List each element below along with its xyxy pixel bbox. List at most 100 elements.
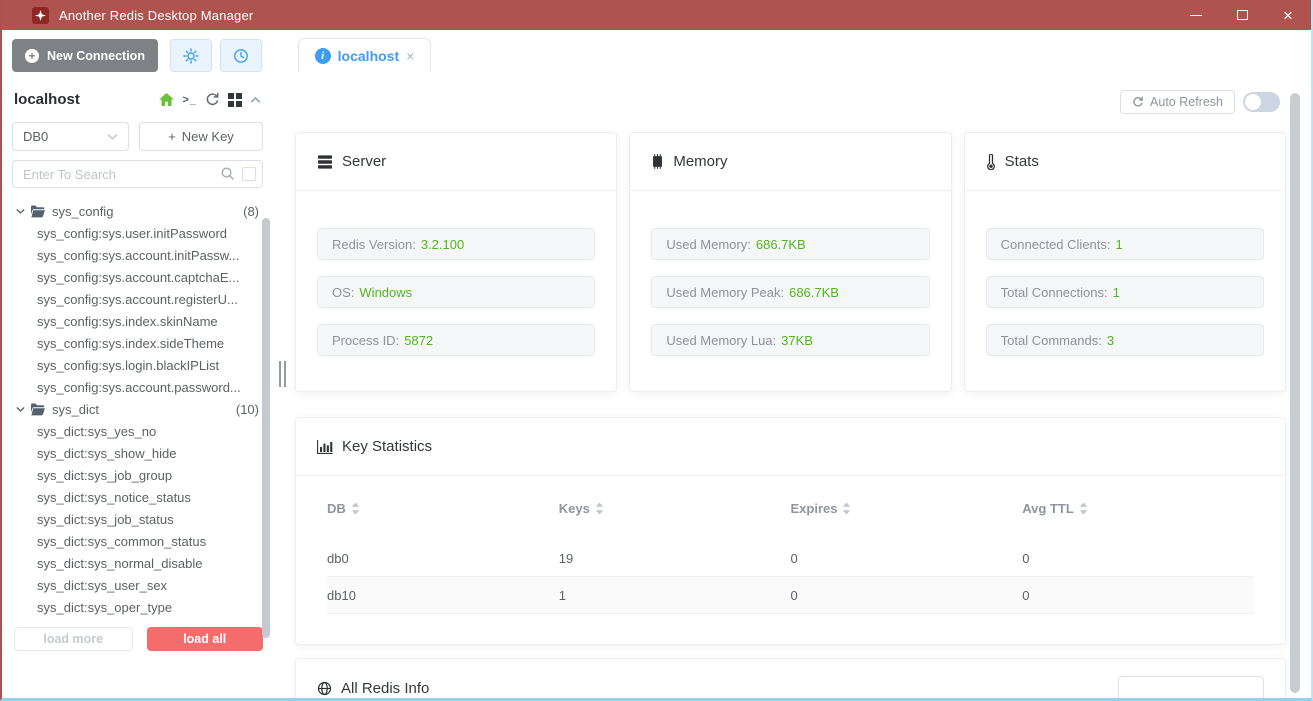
clock-icon <box>233 48 249 64</box>
stat-item: Used Memory Peak: 686.7KB <box>651 276 930 308</box>
key-label: sys_dict:sys_common_status <box>37 533 207 549</box>
stat-value: 37KB <box>781 332 813 348</box>
tree-key[interactable]: sys_dict:sys_job_status <box>2 508 273 530</box>
column-label: Avg TTL <box>1022 500 1074 516</box>
stat-value: 1 <box>1112 284 1120 300</box>
db-select[interactable]: DB0 <box>12 122 129 151</box>
sort-carets-icon[interactable] <box>1079 502 1088 515</box>
tree-key[interactable]: sys_config:sys.login.blackIPList <box>2 354 273 376</box>
key-label: sys_dict:sys_oper_type <box>37 599 173 615</box>
tree-key[interactable]: sys_config:sys.index.sideTheme <box>2 332 273 354</box>
column-label: Expires <box>790 500 838 516</box>
history-button[interactable] <box>220 39 262 72</box>
key-label: sys_dict:sys_job_group <box>37 467 173 483</box>
tree-folder[interactable]: sys_dict (10) <box>2 398 273 420</box>
refresh-icon[interactable] <box>205 92 220 107</box>
tree-key[interactable]: sys_dict:sys_oper_type <box>2 596 273 618</box>
card-title: Stats <box>1004 153 1039 170</box>
tree-key[interactable]: sys_config:sys.account.password... <box>2 376 273 398</box>
terminal-icon[interactable]: >_ <box>182 93 197 106</box>
stat-item: Process ID: 5872 <box>317 324 596 356</box>
tree-key[interactable]: sys_dict:sys_user_sex <box>2 574 273 596</box>
maximize-button[interactable] <box>1219 0 1265 30</box>
sidebar-scrollbar[interactable] <box>262 218 270 638</box>
key-label: sys_dict:sys_job_status <box>37 511 174 527</box>
tree-key[interactable]: sys_dict:sys_common_status <box>2 530 273 552</box>
stat-item: Used Memory Lua: 37KB <box>651 324 930 356</box>
column-header-expires[interactable]: Expires <box>791 501 1023 516</box>
tab-label: localhost <box>337 47 400 64</box>
key-statistics-card: Key Statistics DB Keys <box>295 417 1286 645</box>
search-input[interactable] <box>12 160 263 188</box>
tree-key[interactable]: sys_config:sys.index.skinName <box>2 310 273 332</box>
sidebar: + New Connection <box>2 30 273 698</box>
column-header-db[interactable]: DB <box>327 501 559 516</box>
stat-item: Total Connections: 1 <box>985 276 1264 308</box>
cell-keys: 1 <box>558 587 566 603</box>
tree-key[interactable]: sys_config:sys.account.captchaE... <box>2 266 273 288</box>
tree-key[interactable]: sys_config:sys.account.initPassw... <box>2 244 273 266</box>
new-key-button[interactable]: + New Key <box>139 122 263 151</box>
sort-carets-icon[interactable] <box>595 502 604 515</box>
load-more-button[interactable]: load more <box>14 627 133 651</box>
panel-resize-handle[interactable] <box>279 361 286 387</box>
close-icon: × <box>1283 5 1293 25</box>
plus-icon: + <box>168 129 176 144</box>
sort-carets-icon[interactable] <box>351 502 360 515</box>
new-key-label: New Key <box>181 129 234 144</box>
auto-refresh-button[interactable]: Auto Refresh <box>1120 90 1235 114</box>
main-scrollbar[interactable] <box>1290 93 1300 693</box>
stat-label: Used Memory Peak: <box>666 284 785 300</box>
key-label: sys_config:sys.index.skinName <box>37 313 218 329</box>
minimize-button[interactable] <box>1173 0 1219 30</box>
table-row[interactable]: db0 19 0 0 <box>327 540 1254 577</box>
minimize-icon <box>1190 14 1202 16</box>
stat-label: Redis Version: <box>332 236 416 252</box>
key-tree: sys_config (8) sys_config:sys.user.initP… <box>2 200 273 618</box>
tab-localhost[interactable]: i localhost × <box>298 38 431 72</box>
tree-key[interactable]: sys_config:sys.account.registerU... <box>2 288 273 310</box>
key-label: sys_config:sys.user.initPassword <box>37 225 228 241</box>
folder-count: (10) <box>235 401 259 417</box>
server-card: Server Redis Version: 3.2.100 OS: Window… <box>295 132 618 392</box>
tab-close-icon[interactable]: × <box>406 47 415 64</box>
tree-key[interactable]: sys_dict:sys_normal_disable <box>2 552 273 574</box>
new-connection-label: New Connection <box>47 48 145 63</box>
dashboard: Auto Refresh Server <box>292 90 1311 698</box>
key-label: sys_dict:sys_user_sex <box>37 577 168 593</box>
column-header-keys[interactable]: Keys <box>559 501 791 516</box>
stat-value: 3.2.100 <box>420 236 465 252</box>
exact-search-checkbox[interactable] <box>242 167 256 181</box>
auto-refresh-toggle[interactable] <box>1243 92 1280 112</box>
info-filter-input[interactable] <box>1118 676 1264 698</box>
cell-avg-ttl: 0 <box>1022 550 1030 566</box>
settings-button[interactable] <box>170 39 212 72</box>
card-title: Server <box>342 153 387 170</box>
key-label: sys_dict:sys_yes_no <box>37 423 157 439</box>
table-row[interactable]: db10 1 0 0 <box>327 577 1254 614</box>
gear-icon <box>183 47 199 64</box>
load-all-button[interactable]: load all <box>146 627 263 651</box>
grid-view-icon[interactable] <box>228 92 242 107</box>
window-title: Another Redis Desktop Manager <box>59 7 254 23</box>
stat-value: 3 <box>1106 332 1115 348</box>
collapse-chevron-icon[interactable] <box>250 96 261 104</box>
tree-key[interactable]: sys_config:sys.user.initPassword <box>2 222 273 244</box>
tree-folder[interactable]: sys_config (8) <box>2 200 273 222</box>
cell-avg-ttl: 0 <box>1022 587 1030 603</box>
key-label: sys_config:sys.index.sideTheme <box>37 335 225 351</box>
new-connection-button[interactable]: + New Connection <box>12 39 158 72</box>
key-label: sys_dict:sys_notice_status <box>37 489 191 505</box>
home-icon[interactable] <box>159 93 175 106</box>
close-button[interactable]: × <box>1265 0 1311 30</box>
tree-key[interactable]: sys_dict:sys_job_group <box>2 464 273 486</box>
key-label: sys_config:sys.account.registerU... <box>37 291 238 307</box>
column-header-avg-ttl[interactable]: Avg TTL <box>1022 501 1254 516</box>
tree-key[interactable]: sys_dict:sys_yes_no <box>2 420 273 442</box>
sort-carets-icon[interactable] <box>842 502 851 515</box>
stat-item: Used Memory: 686.7KB <box>651 228 930 260</box>
tree-key[interactable]: sys_dict:sys_notice_status <box>2 486 273 508</box>
key-label: sys_config:sys.account.password... <box>37 379 241 395</box>
tree-key[interactable]: sys_dict:sys_show_hide <box>2 442 273 464</box>
